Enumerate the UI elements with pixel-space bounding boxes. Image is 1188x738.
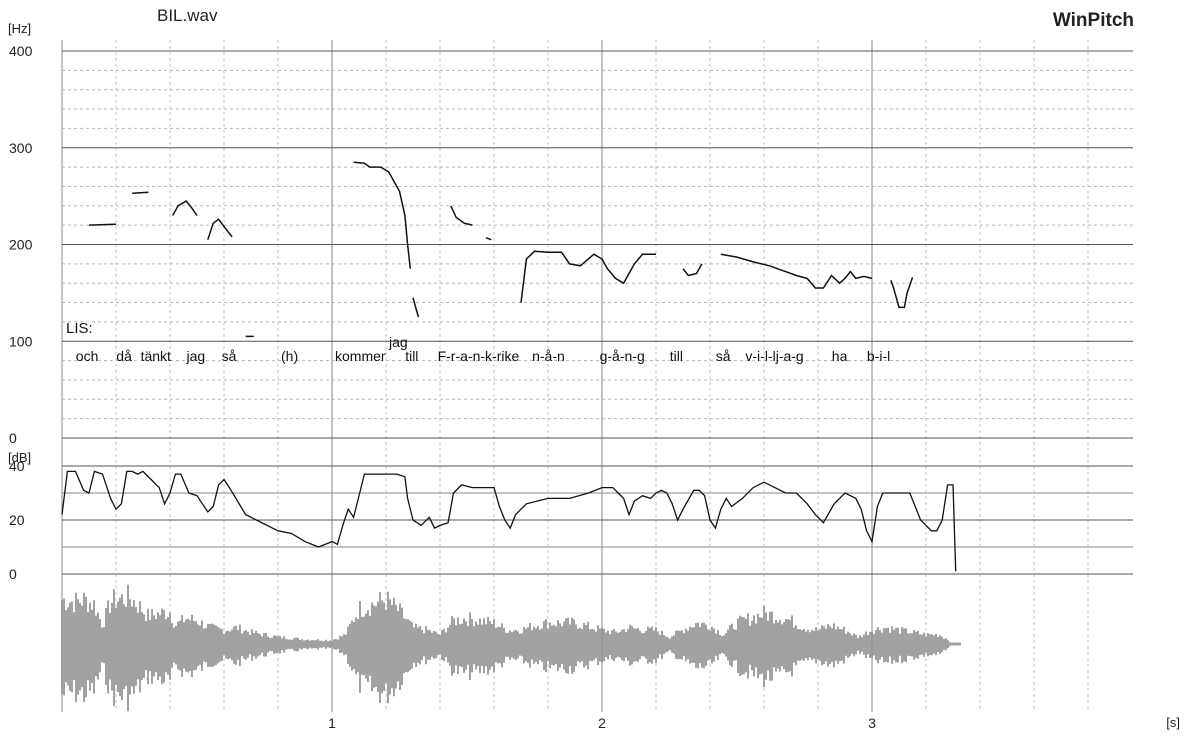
- pitch-contour-segment: [485, 236, 492, 241]
- pitch-unit-label: [Hz]: [8, 21, 31, 36]
- transcription-word: tänkt: [141, 348, 171, 364]
- intensity-tick-label: 40: [9, 458, 25, 474]
- pitch-contour-segment: [682, 263, 703, 277]
- time-tick-label: 3: [868, 715, 876, 731]
- transcription-word: så: [716, 348, 731, 364]
- transcription-word: kommer: [335, 348, 386, 364]
- pitch-contour-segment: [450, 205, 473, 226]
- intensity-tick-label: 20: [9, 512, 25, 528]
- pitch-contour-segment: [520, 250, 656, 303]
- intensity-unit-label: [dB]: [8, 450, 31, 465]
- transcription-word: till: [670, 348, 683, 364]
- pitch-tick-label: 300: [9, 140, 33, 156]
- transcription-word: då: [116, 348, 132, 364]
- transcription-word: (h): [281, 348, 298, 364]
- transcription-word: till: [405, 348, 418, 364]
- transcription-word: jag: [388, 334, 408, 350]
- pitch-tick-label: 0: [9, 430, 17, 446]
- pitch-contour-segment: [353, 161, 412, 269]
- file-name-label: BIL.wav: [157, 6, 218, 25]
- transcription-word: v-i-l-lj-a-g: [745, 348, 803, 364]
- pitch-contour-segment: [207, 218, 233, 240]
- transcription-word: jag: [186, 348, 206, 364]
- pitch-tick-label: 100: [9, 333, 33, 349]
- pitch-contour-segment: [720, 253, 873, 289]
- pitch-contour-segment: [412, 297, 420, 318]
- transcription-word: F-r-a-n-k-rike: [438, 348, 520, 364]
- transcription-word: b-i-l: [867, 348, 890, 364]
- time-tick-label: 1: [328, 715, 336, 731]
- transcription-word: n-å-n: [532, 348, 565, 364]
- app-name-label: WinPitch: [1053, 10, 1134, 31]
- transcription-word: ha: [832, 348, 848, 364]
- curve-layer: [61, 161, 957, 572]
- intensity-curve: [61, 470, 957, 572]
- transcription-word: g-å-n-g: [600, 348, 645, 364]
- waveform-layer: [61, 584, 961, 712]
- pitch-contour-segment: [172, 200, 198, 216]
- speaker-label: LIS:: [66, 320, 93, 337]
- grid-layer: [61, 40, 1133, 712]
- pitch-tick-label: 200: [9, 237, 33, 253]
- intensity-tick-label: 0: [9, 566, 17, 582]
- transcription-word: och: [76, 348, 99, 364]
- tick-layer: 0 100 200 300 400 0 20 40 1 2 3: [9, 43, 876, 731]
- transcription-word: så: [222, 348, 237, 364]
- audio-waveform: [61, 584, 961, 712]
- time-unit-label: [s]: [1166, 715, 1180, 730]
- time-tick-label: 2: [598, 715, 606, 731]
- pitch-contour-segment: [88, 223, 117, 226]
- pitch-contour-segment: [890, 277, 914, 309]
- pitch-contour-segment: [132, 191, 149, 194]
- pitch-tick-label: 400: [9, 43, 33, 59]
